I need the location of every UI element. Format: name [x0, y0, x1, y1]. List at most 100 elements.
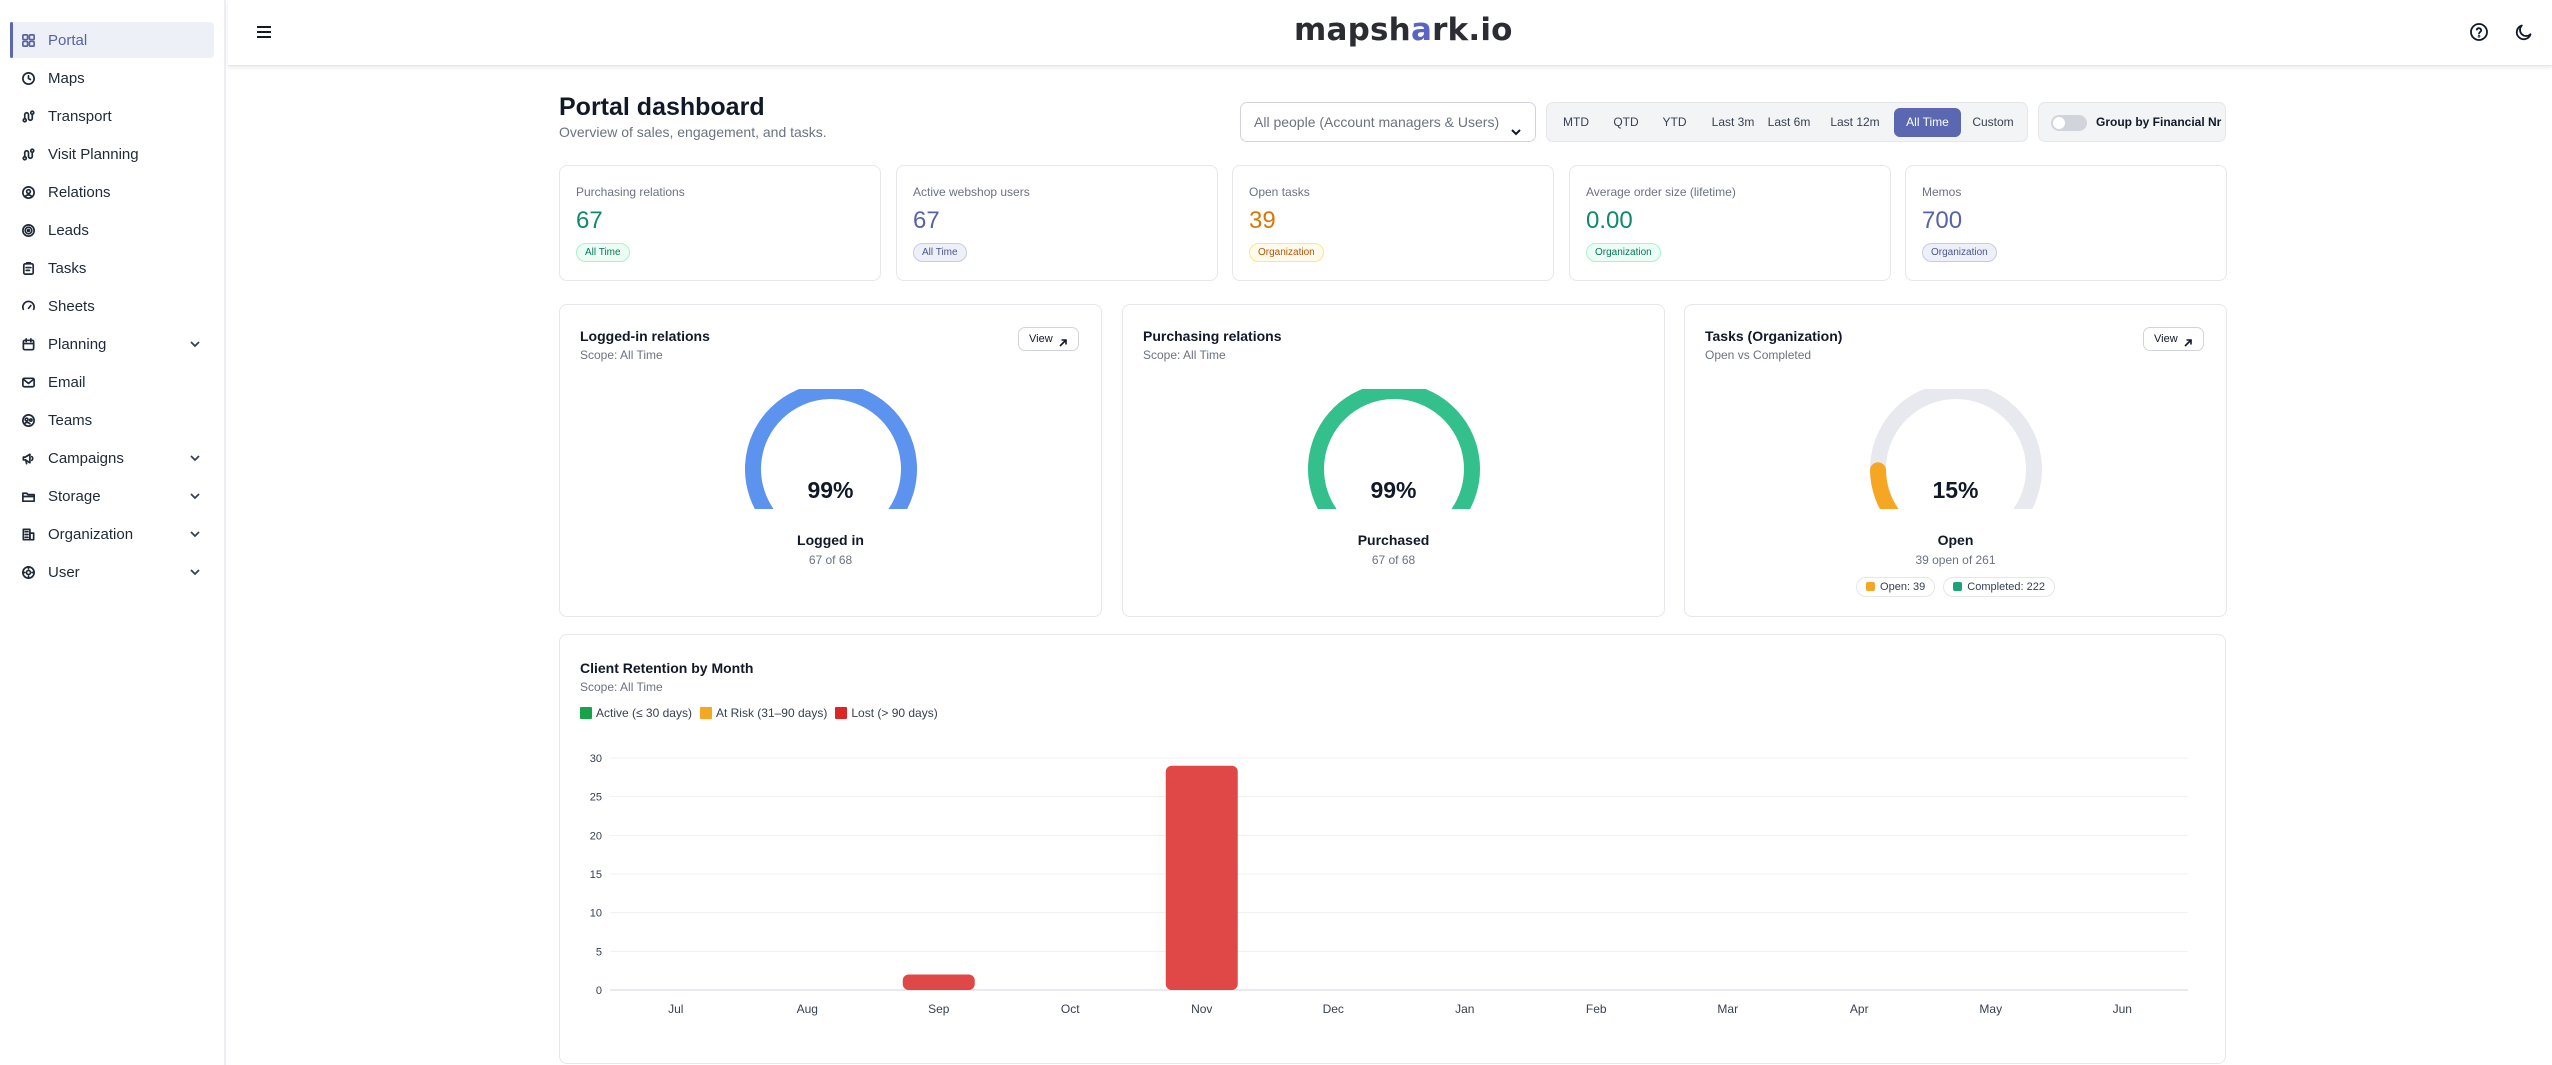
- kpi-label: Average order size (lifetime): [1586, 185, 1736, 199]
- gauge-chart: [745, 389, 917, 509]
- kpi-card: Purchasing relations 67 All Time: [559, 165, 881, 281]
- bar-lost-sep: [902, 974, 975, 990]
- sidebar-item-label: Teams: [48, 411, 93, 429]
- legend-swatch: [1953, 582, 1963, 591]
- gauge-chart: [1308, 389, 1480, 509]
- gauge-detail: 67 of 68: [808, 553, 853, 567]
- retention-chart: 0 5 10 15 20 25 30 Jul Aug Sep Oct Nov Dec Jan Feb Mar A…: [590, 753, 2188, 1016]
- toggle-switch[interactable]: [2051, 115, 2087, 131]
- sidebar-item-label: Email: [48, 373, 86, 391]
- chart-title: Client Retention by Month: [580, 660, 754, 676]
- y-tick-label: 5: [596, 946, 602, 958]
- sidebar-item-maps[interactable]: Maps: [10, 60, 214, 96]
- legend-chip: Completed: 222: [1943, 577, 2055, 597]
- sidebar-item-leads[interactable]: Leads: [10, 212, 214, 248]
- sidebar-item-label: Relations: [48, 183, 111, 201]
- y-tick-label: 10: [590, 908, 602, 920]
- range-custom-button[interactable]: Custom: [1972, 115, 2014, 129]
- kpi-label: Purchasing relations: [576, 185, 685, 199]
- y-tick-label: 30: [590, 753, 602, 765]
- chevron-down-icon: [188, 565, 202, 579]
- sidebar-item-planning[interactable]: Planning: [10, 326, 214, 362]
- range-last-12m-button[interactable]: Last 12m: [1830, 115, 1880, 129]
- grid-icon: [20, 32, 36, 48]
- kpi-card: Memos 700 Organization: [1905, 165, 2227, 281]
- sidebar-item-label: Transport: [48, 107, 112, 125]
- chart-legend-item[interactable]: Lost (> 90 days): [835, 706, 938, 720]
- calendar-icon: [20, 336, 36, 352]
- sidebar-item-user[interactable]: User: [10, 554, 214, 590]
- sidebar-item-organization[interactable]: Organization: [10, 516, 214, 552]
- help-icon[interactable]: [2469, 22, 2489, 42]
- kpi-scope-badge: Organization: [1922, 243, 1997, 262]
- sidebar-item-relations[interactable]: Relations: [10, 174, 214, 210]
- range-mtd-button[interactable]: MTD: [1563, 115, 1589, 129]
- mail-icon: [20, 374, 36, 390]
- legend-label: Active (≤ 30 days): [596, 706, 692, 720]
- legend-swatch: [699, 707, 712, 719]
- card-title: Purchasing relations: [1143, 328, 1282, 344]
- gauge-detail: 39 open of 261: [1915, 553, 1996, 567]
- x-tick-label: Mar: [1717, 1002, 1738, 1016]
- kpi-value: 67: [913, 207, 940, 234]
- kpi-scope-badge: All Time: [576, 243, 630, 262]
- legend-swatch: [1866, 582, 1876, 591]
- range-qtd-button[interactable]: QTD: [1613, 115, 1639, 129]
- chart-subtitle: Scope: All Time: [580, 680, 663, 694]
- sidebar-item-campaigns[interactable]: Campaigns: [10, 440, 214, 476]
- kpi-scope-badge: All Time: [913, 243, 967, 262]
- gauge-chart: [1870, 389, 2042, 509]
- sidebar-item-transport[interactable]: Transport: [10, 98, 214, 134]
- purchasing-relations-card: Purchasing relations Scope: All Time 99% Pu…: [1122, 304, 1665, 617]
- view-button[interactable]: View: [2143, 327, 2204, 351]
- range-all-time-button[interactable]: All Time: [1894, 108, 1961, 137]
- gauge-detail: 67 of 68: [1371, 553, 1416, 567]
- sidebar-item-label: Leads: [48, 221, 89, 239]
- sidebar-item-portal[interactable]: Portal: [10, 22, 214, 58]
- chart-legend-item[interactable]: Active (≤ 30 days): [580, 706, 692, 720]
- page-title: Portal dashboard: [559, 93, 765, 121]
- people-select[interactable]: All people (Account managers & Users): [1240, 102, 1536, 142]
- sidebar-item-label: Organization: [48, 525, 134, 543]
- legend-label: At Risk (31–90 days): [715, 706, 828, 720]
- y-tick-label: 0: [596, 985, 602, 997]
- y-tick-label: 20: [590, 830, 602, 842]
- sidebar-item-label: Tasks: [48, 259, 87, 277]
- date-range-selector: MTD QTD YTD Last 3m Last 6m Last 12m All Time C…: [1546, 102, 2028, 142]
- route-icon: [20, 146, 36, 162]
- sidebar-item-label: Planning: [48, 335, 107, 353]
- sidebar-item-storage[interactable]: Storage: [10, 478, 214, 514]
- logo[interactable]: mapshark.io: [1294, 12, 1513, 48]
- sidebar-item-sheets[interactable]: Sheets: [10, 288, 214, 324]
- sidebar-item-email[interactable]: Email: [10, 364, 214, 400]
- sidebar-item-label: Portal: [48, 31, 88, 49]
- gauge-legend: Open: 39 Completed: 222: [1685, 577, 2226, 597]
- x-tick-label: Sep: [928, 1002, 950, 1016]
- view-button[interactable]: View: [1018, 327, 1079, 351]
- menu-toggle-icon[interactable]: [254, 22, 274, 42]
- legend-chip: Open: 39: [1856, 577, 1936, 597]
- dark-mode-icon[interactable]: [2514, 22, 2534, 42]
- gauge-percent: 99%: [1370, 477, 1417, 503]
- x-tick-label: May: [1979, 1002, 2002, 1016]
- range-last-6m-button[interactable]: Last 6m: [1767, 115, 1811, 129]
- sidebar-item-label: Visit Planning: [48, 145, 139, 163]
- folder-icon: [20, 488, 36, 504]
- chart-legend: Active (≤ 30 days) At Risk (31–90 days) Lo…: [580, 706, 946, 720]
- gauge-percent: 15%: [1932, 477, 1979, 503]
- sidebar-item-tasks[interactable]: Tasks: [10, 250, 214, 286]
- chart-legend-item[interactable]: At Risk (31–90 days): [699, 706, 828, 720]
- sidebar-item-teams[interactable]: Teams: [10, 402, 214, 438]
- x-tick-label: Aug: [797, 1002, 818, 1016]
- page-subtitle: Overview of sales, engagement, and tasks…: [559, 124, 827, 140]
- x-tick-label: Apr: [1850, 1002, 1869, 1016]
- kpi-label: Open tasks: [1249, 185, 1310, 199]
- gauge-label: Logged in: [797, 532, 864, 548]
- sidebar-item-visit-planning[interactable]: Visit Planning: [10, 136, 214, 172]
- kpi-label: Active webshop users: [913, 185, 1030, 199]
- group-by-financial-toggle[interactable]: Group by Financial Nr: [2038, 102, 2226, 142]
- gauge-value-arc: [1870, 462, 1899, 509]
- range-last-3m-button[interactable]: Last 3m: [1711, 115, 1755, 129]
- logged-in-relations-card: Logged-in relations Scope: All Time View 99…: [559, 304, 1102, 617]
- range-ytd-button[interactable]: YTD: [1662, 115, 1687, 129]
